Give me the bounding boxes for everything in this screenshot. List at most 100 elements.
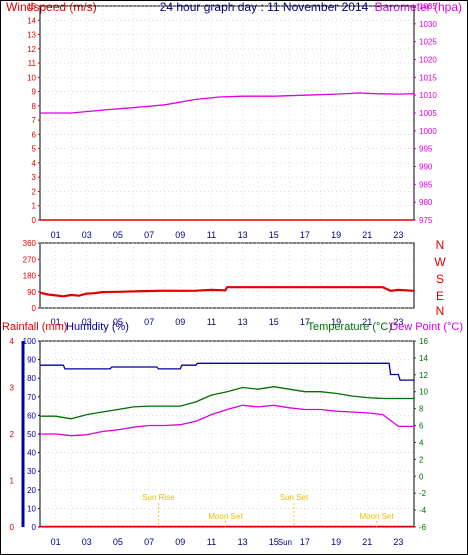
hour-tick-label-top: 07: [144, 230, 154, 240]
windspeed-tick-label: 2: [32, 187, 37, 196]
hour-tick-label-top: 01: [51, 230, 61, 240]
barometer-tick-label: 1010: [419, 91, 437, 100]
temperature-tick-label: -6: [419, 523, 427, 532]
hour-tick-label-bottom: 01: [51, 537, 61, 547]
hour-tick-label-top: 03: [82, 230, 92, 240]
hour-tick-label-top: 13: [238, 230, 248, 240]
hour-tick-label-middle: 21: [362, 317, 372, 327]
temperature-tick-label: 6: [419, 422, 424, 431]
humidity-tick-label: 10: [27, 504, 36, 513]
hour-tick-label-bottom: 15: [269, 537, 279, 547]
windspeed-tick-label: 3: [32, 173, 37, 182]
hour-tick-label-top: 23: [393, 230, 403, 240]
temperature-tick-label: -4: [419, 506, 427, 515]
hour-tick-label-middle: 09: [175, 317, 185, 327]
event-label: Moon Set: [208, 512, 243, 521]
wind-direction-line: [39, 286, 415, 298]
windspeed-tick-label: 14: [27, 16, 36, 25]
rainfall-tick-label: 3: [10, 384, 15, 393]
windspeed-tick-label: 11: [28, 59, 37, 68]
hour-tick-label-top: 17: [300, 230, 310, 240]
hour-tick-label-top: 05: [113, 230, 123, 240]
windspeed-tick-label: 15: [27, 2, 36, 11]
barometer-tick-label: 1020: [419, 56, 437, 65]
hour-tick-label-middle: 15: [269, 317, 279, 327]
hour-tick-label-middle: 13: [238, 317, 248, 327]
barometer-tick-label: 1025: [419, 38, 437, 47]
hour-tick-label-bottom: 09: [175, 537, 185, 547]
chart-title: 24 hour graph day : 11 November 2014: [160, 0, 369, 14]
temperature-line: [40, 386, 414, 420]
barometer-tick-label: 1030: [419, 20, 437, 29]
hour-tick-label-top: 15: [269, 230, 279, 240]
humidity-tick-label: 60: [27, 411, 36, 420]
event-label: Sun Rise: [142, 493, 175, 502]
direction-label-n-bottom: N: [436, 304, 445, 318]
humidity-tick-label: 100: [23, 337, 37, 346]
direction-tick-label: 0: [32, 304, 37, 313]
rainfall-tick-label: 2: [10, 430, 15, 439]
humidity-tick-label: 20: [27, 486, 36, 495]
dewpoint-axis-title: Dew Point (°C): [390, 321, 463, 333]
sun-marker-label: Sun: [278, 538, 292, 547]
hour-tick-label-middle: 01: [51, 317, 61, 327]
hour-tick-label-bottom: 03: [82, 537, 92, 547]
temperature-tick-label: 4: [419, 438, 424, 447]
hour-tick-label-top: 19: [331, 230, 341, 240]
humidity-tick-label: 70: [27, 393, 36, 402]
rainfall-tick-label: 0: [10, 523, 15, 532]
humidity-tick-label: 50: [27, 430, 36, 439]
hour-tick-label-middle: 05: [113, 317, 123, 327]
temperature-tick-label: 14: [419, 354, 428, 363]
series-layer: [39, 92, 415, 528]
barometer-tick-label: 995: [419, 145, 433, 154]
event-label: Sun Set: [280, 493, 309, 502]
temperature-tick-label: -2: [419, 489, 427, 498]
humidity-tick-label: 30: [27, 467, 36, 476]
temperature-axis-title: Temperature (°C): [308, 321, 392, 333]
temperature-tick-label: 8: [419, 405, 424, 414]
windspeed-tick-label: 4: [32, 159, 37, 168]
barometer-tick-label: 1005: [419, 109, 437, 118]
windspeed-tick-label: 13: [27, 31, 36, 40]
temperature-tick-label: 12: [419, 371, 428, 380]
hour-tick-label-bottom: 05: [113, 537, 123, 547]
temperature-tick-label: 2: [419, 455, 424, 464]
hour-tick-label-middle: 23: [393, 317, 403, 327]
humidity-axis-title: Humidity (%): [66, 321, 129, 333]
direction-tick-label: 360: [23, 239, 37, 248]
barometer-line: [40, 92, 415, 114]
hour-tick-label-middle: 11: [207, 317, 216, 327]
hour-tick-label-bottom: 07: [144, 537, 154, 547]
direction-label-s: S: [436, 272, 444, 286]
windspeed-tick-label: 0: [32, 216, 37, 225]
direction-label-e: E: [436, 289, 444, 303]
barometer-tick-label: 1035: [419, 2, 437, 11]
windspeed-axis-title: Windspeed (m/s): [6, 0, 97, 14]
direction-label-n-top: N: [436, 238, 445, 252]
barometer-tick-label: 1000: [419, 127, 437, 136]
barometer-tick-label: 985: [419, 180, 433, 189]
temperature-tick-label: 0: [419, 472, 424, 481]
direction-tick-label: 180: [23, 272, 37, 281]
humidity-tick-label: 0: [32, 523, 37, 532]
direction-tick-label: 270: [23, 255, 37, 264]
hour-tick-label-middle: 19: [331, 317, 341, 327]
windspeed-tick-label: 12: [27, 45, 36, 54]
hour-tick-label-bottom: 13: [238, 537, 248, 547]
rainfall-tick-label: 1: [10, 477, 15, 486]
temperature-tick-label: 10: [419, 388, 428, 397]
rainfall-axis-title: Rainfall (mm): [2, 321, 67, 333]
hour-tick-label-bottom: 11: [207, 537, 216, 547]
hour-tick-label-top: 21: [362, 230, 372, 240]
barometer-axis-title: Barometer (hpa): [375, 0, 462, 14]
barometer-tick-label: 1015: [419, 73, 437, 82]
rainfall-tick-label: 4: [10, 337, 15, 346]
humidity-tick-label: 40: [27, 449, 36, 458]
hour-tick-label-bottom: 17: [300, 537, 310, 547]
windspeed-tick-label: 1: [32, 202, 37, 211]
temperature-tick-label: 16: [419, 337, 428, 346]
hour-tick-label-middle: 07: [144, 317, 154, 327]
